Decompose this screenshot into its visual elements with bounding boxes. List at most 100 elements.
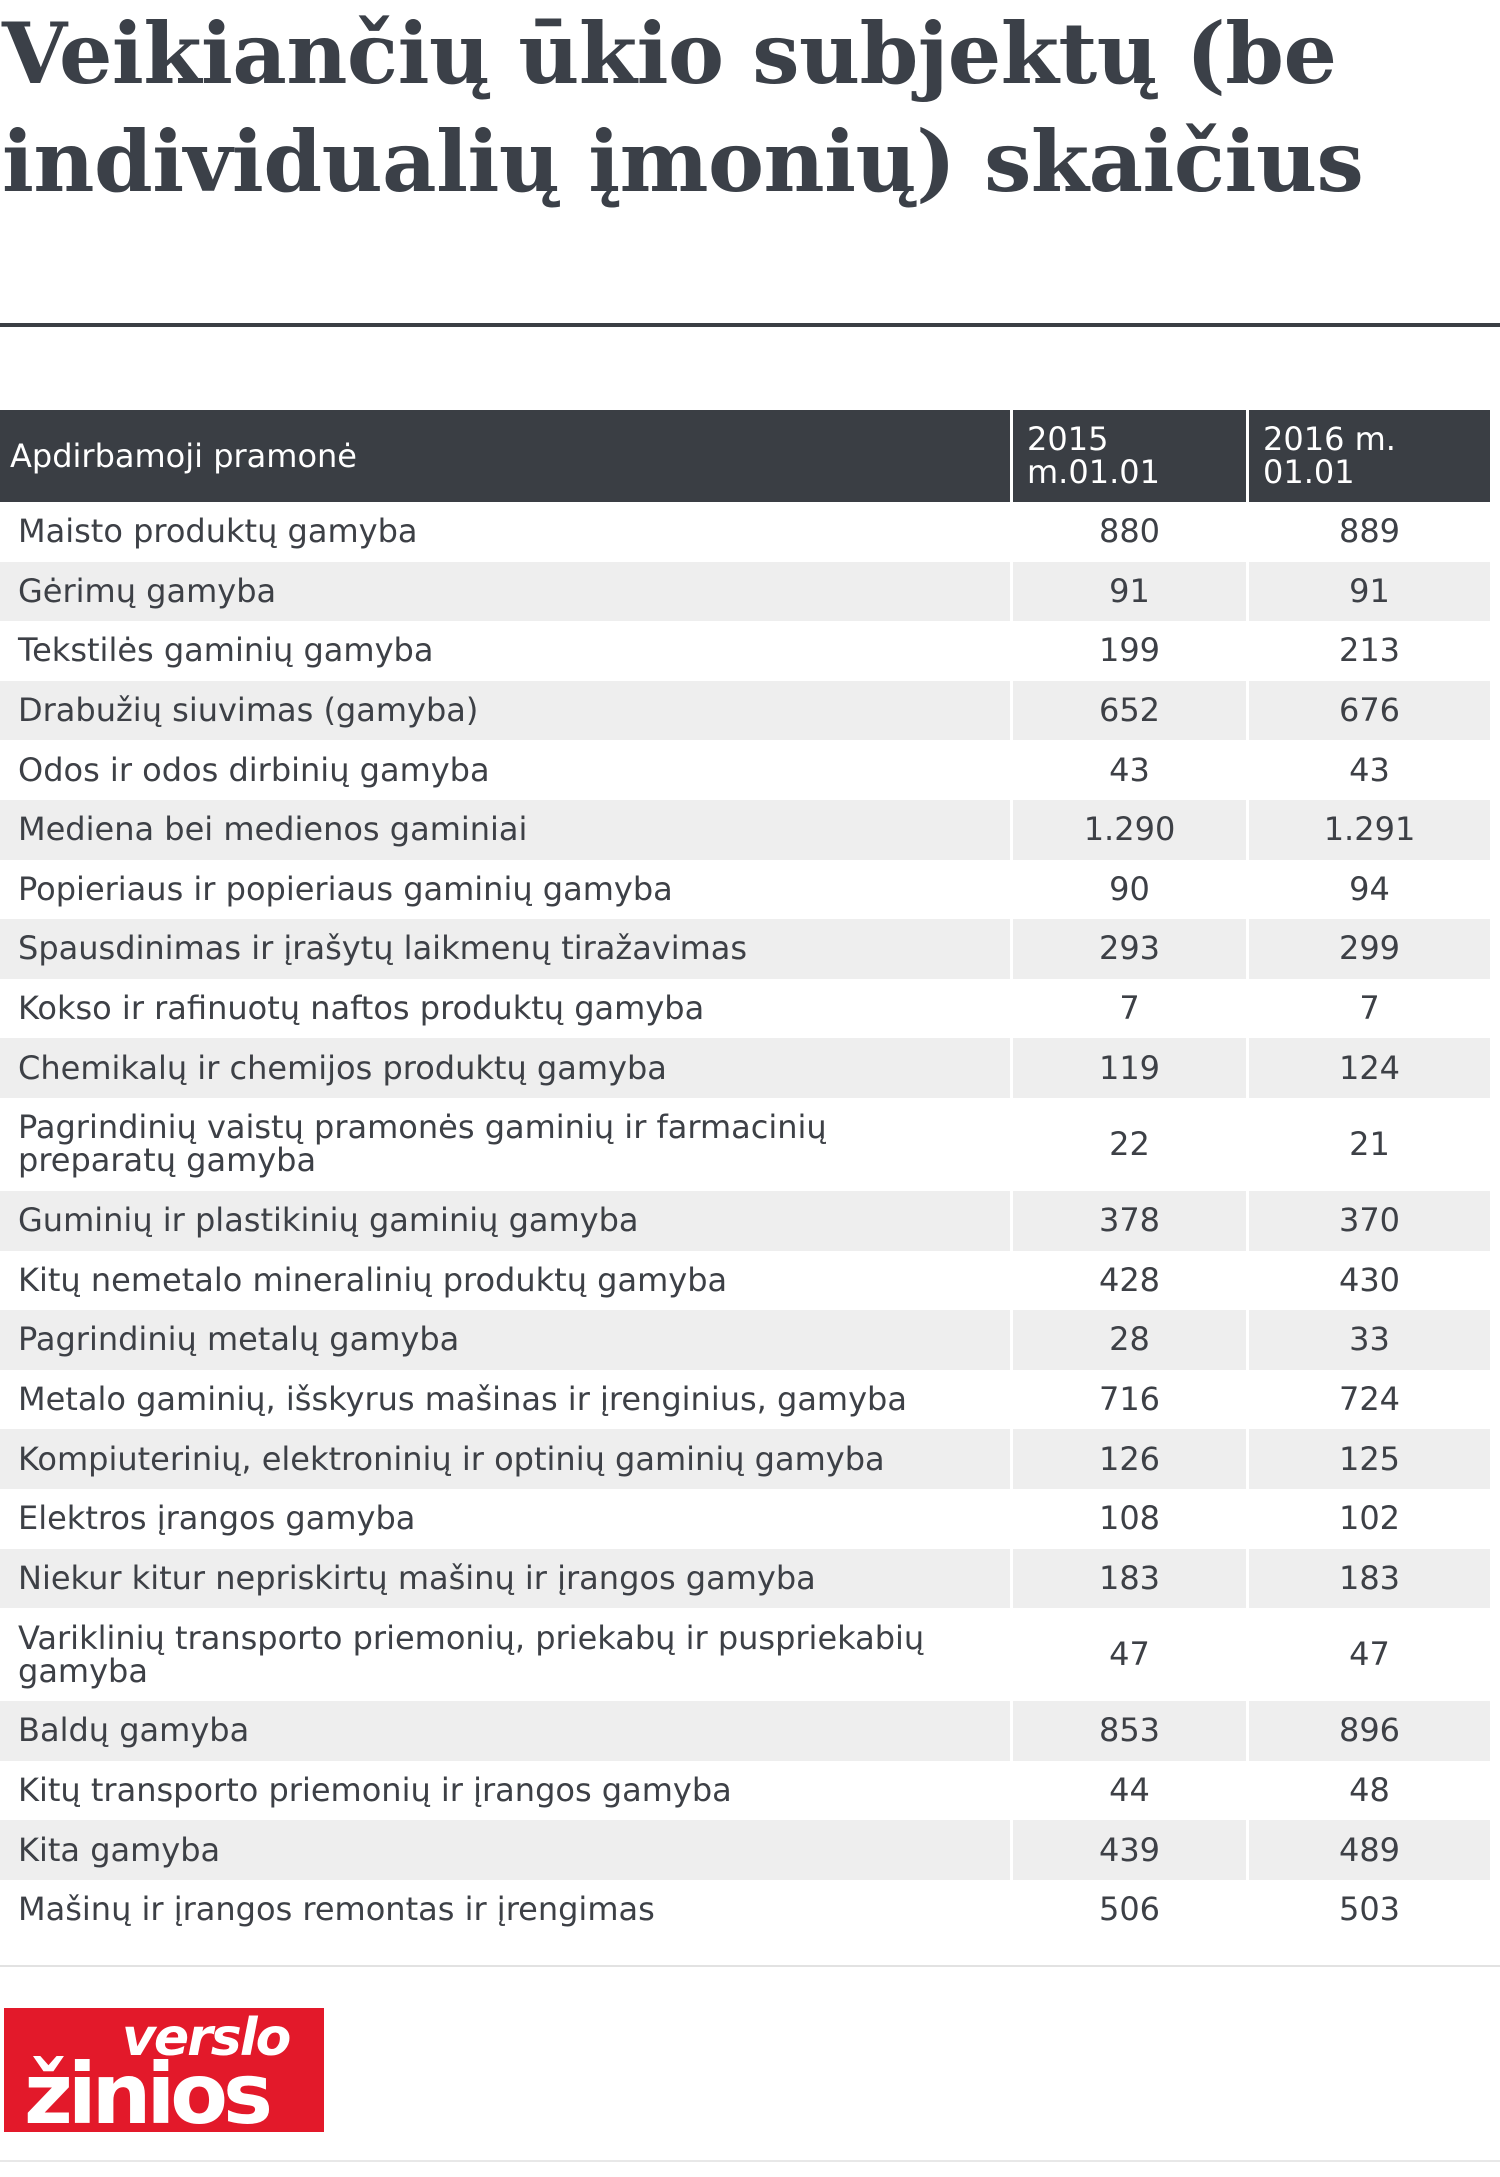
table-row: Gėrimų gamyba 91 91 — [0, 561, 1490, 622]
table-row: Odos ir odos dirbinių gamyba 43 43 — [0, 740, 1490, 800]
row-category: Gėrimų gamyba — [0, 561, 1010, 622]
table-row: Chemikalų ir chemijos produktų gamyba 119… — [0, 1038, 1490, 1098]
page-title: Veikiančių ūkio subjektų (be individuali… — [2, 4, 1364, 211]
table-row: Kitų nemetalo mineralinių produktų gamyb… — [0, 1250, 1490, 1311]
row-value-2015: 439 — [1010, 1820, 1246, 1880]
row-category: Kita gamyba — [0, 1820, 1010, 1880]
table-row: Maisto produktų gamyba 880 889 — [0, 502, 1490, 562]
row-value-2016: 489 — [1246, 1820, 1490, 1880]
logo-line-1: verslo — [122, 2008, 291, 2068]
row-value-2015: 108 — [1010, 1488, 1246, 1549]
row-value-2016: 47 — [1246, 1608, 1490, 1702]
row-value-2016: 1.291 — [1246, 799, 1490, 860]
table-bottom-divider — [0, 1965, 1500, 1967]
column-header-category: Apdirbamoji pramonė — [0, 410, 1010, 502]
row-value-2016: 370 — [1246, 1190, 1490, 1251]
table-row: Drabužių siuvimas (gamyba) 652 676 — [0, 680, 1490, 741]
table-body: Maisto produktų gamyba 880 889 Gėrimų gamyb… — [0, 502, 1490, 1940]
row-value-2016: 43 — [1246, 740, 1490, 800]
row-category: Kitų transporto priemonių ir įrangos gam… — [18, 1770, 732, 1809]
row-category: Metalo gaminių, išskyrus mašinas ir įren… — [18, 1380, 907, 1419]
row-value-2016: 21 — [1246, 1097, 1490, 1191]
row-category: Mediena bei medienos gaminiai — [0, 799, 1010, 860]
row-value-2015: 22 — [1010, 1097, 1246, 1191]
row-value-2016: 48 — [1246, 1760, 1490, 1821]
row-value-2015: 47 — [1010, 1608, 1246, 1702]
row-value-2016: 430 — [1246, 1250, 1490, 1311]
row-value-2016: 213 — [1246, 621, 1490, 681]
row-category: Baldų gamyba — [0, 1701, 1010, 1761]
row-value-2015: 43 — [1010, 740, 1246, 800]
table-row: Pagrindinių metalų gamyba 28 33 — [0, 1310, 1490, 1370]
row-value-2016: 299 — [1246, 919, 1490, 979]
row-category: Guminių ir plastikinių gaminių gamyba — [0, 1190, 1010, 1251]
row-category: Niekur kitur nepriskirtų mašinų ir įrang… — [0, 1548, 1010, 1609]
row-value-2016: 91 — [1246, 561, 1490, 622]
row-value-2015: 7 — [1010, 978, 1246, 1039]
table-row: Kita gamyba 439 489 — [0, 1820, 1490, 1880]
logo-line-2: žinios — [24, 2045, 273, 2143]
row-value-2016: 503 — [1246, 1879, 1490, 1940]
table-row: Variklinių transporto priemonių, priekab… — [0, 1608, 1490, 1702]
row-value-2015: 119 — [1010, 1038, 1246, 1098]
row-value-2015: 716 — [1010, 1369, 1246, 1430]
table-row: Tekstilės gaminių gamyba 199 213 — [0, 621, 1490, 681]
row-value-2015: 378 — [1010, 1190, 1246, 1251]
row-category: Drabužių siuvimas (gamyba) — [0, 680, 1010, 741]
row-category: Kokso ir rafinuotų naftos produktų gamyb… — [18, 989, 705, 1028]
row-value-2015: 506 — [1010, 1879, 1246, 1940]
row-value-2015: 853 — [1010, 1701, 1246, 1761]
row-category: Elektros įrangos gamyba — [18, 1499, 416, 1538]
row-value-2016: 183 — [1246, 1548, 1490, 1609]
data-table: Apdirbamoji pramonė 2015 m.01.01 2016 m.… — [0, 410, 1490, 1940]
row-category: Chemikalų ir chemijos produktų gamyba — [0, 1038, 1010, 1098]
column-header-2015: 2015 m.01.01 — [1010, 410, 1246, 502]
table-row: Niekur kitur nepriskirtų mašinų ir įrang… — [0, 1548, 1490, 1609]
row-category: Spausdinimas ir įrašytų laikmenų tiražav… — [0, 919, 1010, 979]
row-value-2016: 7 — [1246, 978, 1490, 1039]
table-row: Mediena bei medienos gaminiai 1.290 1.291 — [0, 799, 1490, 860]
row-category: Tekstilės gaminių gamyba — [18, 631, 434, 670]
row-value-2015: 880 — [1010, 502, 1246, 562]
table-row: Elektros įrangos gamyba 108 102 — [0, 1488, 1490, 1549]
table-row: Guminių ir plastikinių gaminių gamyba 378… — [0, 1190, 1490, 1251]
row-value-2015: 428 — [1010, 1250, 1246, 1311]
row-value-2016: 724 — [1246, 1369, 1490, 1430]
row-value-2016: 94 — [1246, 859, 1490, 920]
row-value-2016: 676 — [1246, 680, 1490, 741]
verslo-zinios-logo: verslo žinios — [4, 2008, 324, 2136]
row-value-2016: 889 — [1246, 502, 1490, 562]
row-category: Kitų nemetalo mineralinių produktų gamyb… — [18, 1260, 728, 1299]
row-value-2015: 199 — [1010, 621, 1246, 681]
row-value-2015: 183 — [1010, 1548, 1246, 1609]
table-row: Kokso ir rafinuotų naftos produktų gamyb… — [0, 978, 1490, 1039]
row-category: Pagrindinių metalų gamyba — [0, 1310, 1010, 1370]
column-header-2016: 2016 m. 01.01 — [1246, 410, 1490, 502]
row-category: Kompiuterinių, elektroninių ir optinių g… — [0, 1429, 1010, 1489]
row-category: Maisto produktų gamyba — [18, 512, 418, 551]
footer-divider — [0, 2160, 1500, 2162]
row-value-2015: 91 — [1010, 561, 1246, 622]
row-value-2016: 33 — [1246, 1310, 1490, 1370]
row-category: Pagrindinių vaistų pramonės gaminių ir f… — [18, 1108, 827, 1180]
row-value-2015: 1.290 — [1010, 799, 1246, 860]
row-value-2015: 126 — [1010, 1429, 1246, 1489]
row-value-2015: 90 — [1010, 859, 1246, 920]
table-row: Kompiuterinių, elektroninių ir optinių g… — [0, 1429, 1490, 1489]
row-category: Mašinų ir įrangos remontas ir įrengimas — [18, 1890, 655, 1929]
row-value-2015: 44 — [1010, 1760, 1246, 1821]
row-value-2015: 293 — [1010, 919, 1246, 979]
row-value-2016: 896 — [1246, 1701, 1490, 1761]
row-value-2016: 125 — [1246, 1429, 1490, 1489]
table-row: Spausdinimas ir įrašytų laikmenų tiražav… — [0, 919, 1490, 979]
row-value-2015: 652 — [1010, 680, 1246, 741]
table-header-row: Apdirbamoji pramonė 2015 m.01.01 2016 m.… — [0, 410, 1490, 502]
table-row: Mašinų ir įrangos remontas ir įrengimas 5… — [0, 1879, 1490, 1940]
row-value-2016: 124 — [1246, 1038, 1490, 1098]
table-row: Kitų transporto priemonių ir įrangos gam… — [0, 1760, 1490, 1821]
row-value-2015: 28 — [1010, 1310, 1246, 1370]
table-row: Baldų gamyba 853 896 — [0, 1701, 1490, 1761]
row-category: Popieriaus ir popieriaus gaminių gamyba — [18, 869, 673, 908]
table-row: Popieriaus ir popieriaus gaminių gamyba 9… — [0, 859, 1490, 920]
